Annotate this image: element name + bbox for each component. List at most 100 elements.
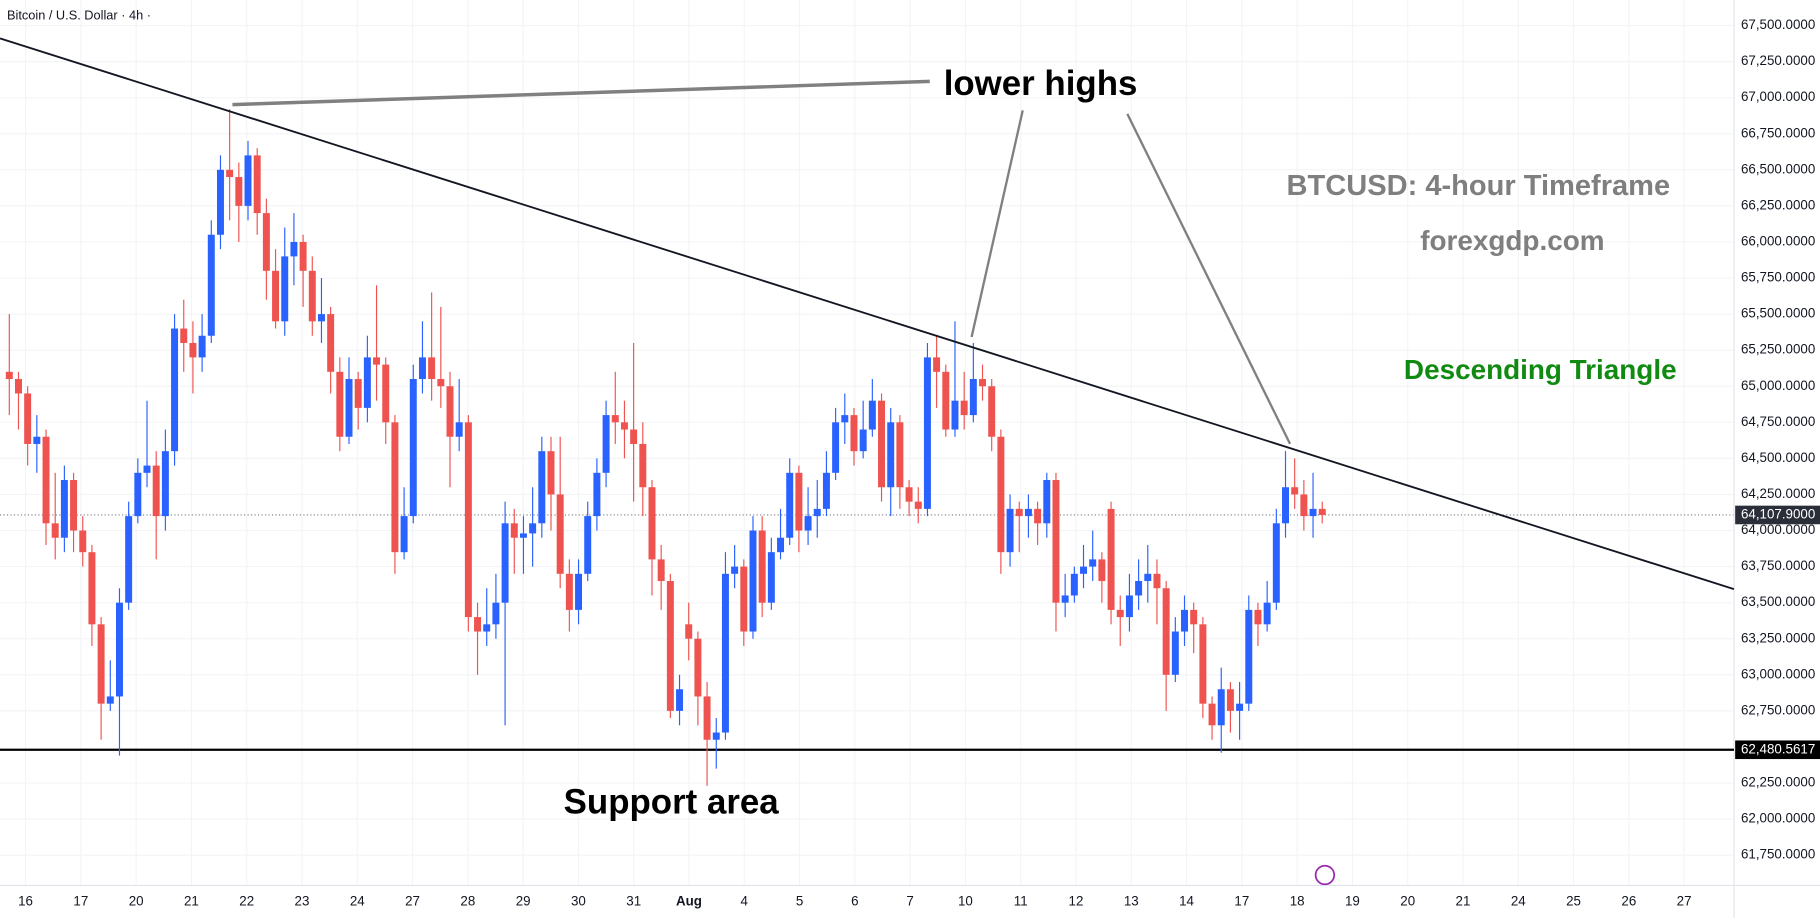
x-tick-label: 20 — [129, 893, 144, 908]
candle-body — [1300, 494, 1308, 517]
y-tick-label: 63,750.0000 — [1741, 558, 1815, 573]
candle-body — [593, 472, 601, 517]
candle-body — [988, 386, 996, 437]
candle-body — [602, 415, 610, 473]
y-tick-label: 62,000.0000 — [1741, 811, 1815, 826]
candle-body — [1190, 609, 1198, 625]
candle-body — [1006, 508, 1014, 553]
x-tick-label: 24 — [350, 893, 365, 908]
y-tick-label: 63,000.0000 — [1741, 666, 1815, 681]
x-tick-label: 17 — [1234, 893, 1249, 908]
candle-body — [464, 422, 472, 618]
candle-body — [125, 516, 133, 603]
candle-body — [859, 429, 867, 452]
x-tick-label: 7 — [906, 893, 913, 908]
candle-body — [703, 696, 711, 740]
candle-body — [740, 566, 748, 632]
x-tick-label: 31 — [626, 893, 641, 908]
candle-body — [565, 573, 573, 610]
candle-body — [1015, 508, 1023, 517]
candle-body — [373, 357, 381, 365]
candle-body — [106, 696, 114, 704]
candle-body — [115, 602, 123, 697]
candle-body — [1043, 480, 1051, 524]
y-tick-label: 65,250.0000 — [1741, 342, 1815, 357]
candle-body — [235, 177, 243, 206]
candle-body — [161, 451, 169, 517]
y-tick-label: 63,500.0000 — [1741, 594, 1815, 609]
candle-body — [914, 501, 922, 509]
x-tick-label: 29 — [516, 893, 531, 908]
candle-body — [24, 393, 32, 444]
candle-body — [804, 516, 812, 531]
candle-body — [1272, 523, 1280, 603]
candle-body — [712, 732, 720, 740]
candle-body — [1070, 573, 1078, 596]
candles — [0, 109, 1734, 786]
candle-body — [180, 328, 188, 343]
candle-body — [171, 328, 179, 452]
candle-body — [611, 415, 619, 423]
candle-body — [1217, 689, 1225, 726]
y-tick-label: 67,000.0000 — [1741, 89, 1815, 104]
candle-body — [189, 342, 197, 358]
y-tick-label: 65,750.0000 — [1741, 270, 1815, 285]
candle-body — [308, 270, 316, 322]
candle-body — [1125, 595, 1133, 618]
x-tick-label: 16 — [18, 893, 33, 908]
candle-body — [134, 472, 142, 517]
candle-body — [630, 429, 638, 444]
x-tick-label: 11 — [1014, 893, 1028, 908]
y-tick-label: 61,750.0000 — [1741, 847, 1815, 862]
candle-body — [1135, 581, 1143, 596]
candle-body — [887, 422, 895, 488]
candle-body — [822, 472, 830, 509]
x-tick-label: 17 — [73, 893, 88, 908]
candle-body — [657, 559, 665, 582]
candle-body — [648, 487, 656, 560]
x-tick-label: 27 — [405, 893, 420, 908]
candle-body — [5, 371, 13, 380]
candle-body — [299, 241, 307, 271]
last-price-label: 64,107.9000 — [1741, 506, 1815, 521]
candle-body — [694, 638, 702, 697]
y-tick-label: 65,000.0000 — [1741, 378, 1815, 393]
candle-body — [317, 314, 325, 322]
candle-body — [455, 422, 463, 437]
y-tick-label: 66,500.0000 — [1741, 161, 1815, 176]
annotation: forexgdp.com — [1420, 225, 1604, 256]
candle-body — [1024, 508, 1032, 517]
y-tick-label: 62,250.0000 — [1741, 775, 1815, 790]
x-tick-label: 14 — [1179, 893, 1194, 908]
icon[interactable] — [1314, 864, 1336, 886]
candle-body — [97, 624, 105, 704]
candle-body — [795, 472, 803, 531]
candle-body — [60, 480, 68, 538]
x-tick-label: 10 — [958, 893, 973, 908]
candle-body — [529, 523, 537, 534]
candle-body — [1153, 573, 1161, 589]
candle-body — [418, 357, 426, 380]
candle-body — [391, 422, 399, 553]
candle-body — [951, 400, 959, 430]
candle-body — [446, 386, 454, 437]
candle-body — [253, 155, 261, 214]
x-tick-label: 18 — [1290, 893, 1305, 908]
candle-body — [272, 270, 280, 322]
candle-body — [492, 602, 500, 625]
candle-body — [896, 422, 904, 488]
candle-body — [777, 537, 785, 553]
candle-body — [979, 379, 987, 387]
candle-body — [363, 357, 371, 408]
x-tick-label: 21 — [1456, 893, 1471, 908]
candle-body — [1089, 559, 1097, 567]
candle-body — [547, 451, 555, 495]
candle-body — [327, 314, 335, 372]
annotation: BTCUSD: 4-hour Timeframe — [1287, 170, 1671, 202]
candle-body — [382, 364, 390, 423]
x-tick-label: Aug — [676, 893, 702, 908]
y-tick-label: 65,500.0000 — [1741, 306, 1815, 321]
candle-body — [758, 530, 766, 603]
